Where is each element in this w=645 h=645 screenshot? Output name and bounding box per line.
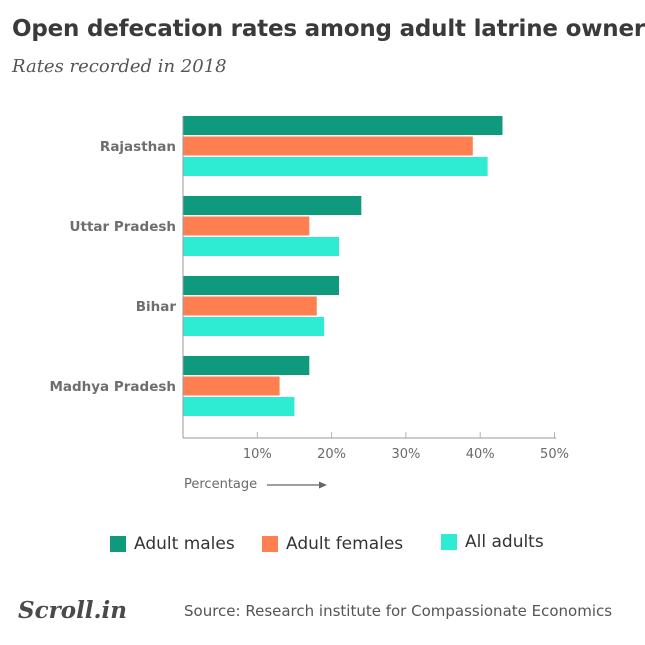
- category-label: Uttar Pradesh: [70, 219, 176, 235]
- x-tick-label: 50%: [540, 447, 569, 462]
- legend-label: All adults: [465, 532, 544, 552]
- bar-bihar-adult-males: [183, 276, 340, 295]
- bar-madhya-pradesh-adult-males: [183, 356, 310, 375]
- category-label: Madhya Pradesh: [49, 379, 176, 395]
- bar-rajasthan-adult-males: [183, 116, 503, 135]
- bar-rajasthan-adult-females: [183, 136, 473, 156]
- x-tick-label: 10%: [243, 447, 272, 462]
- chart-title: Open defecation rates among adult latrin…: [12, 16, 645, 42]
- category-labels: Rajasthan Uttar Pradesh Bihar Madhya Prades…: [49, 139, 176, 395]
- bar-bihar-all-adults: [183, 317, 325, 336]
- x-tick-label: 20%: [317, 447, 346, 462]
- x-axis-label: Percentage: [184, 477, 258, 492]
- legend: Adult males Adult females All adults: [0, 530, 645, 554]
- legend-swatch: [262, 536, 278, 552]
- bar-madhya-pradesh-all-adults: [183, 397, 295, 416]
- bar-madhya-pradesh-adult-females: [183, 376, 280, 396]
- x-tick-label: 30%: [391, 447, 420, 462]
- bars: [183, 116, 503, 416]
- arrow-right-icon: [267, 481, 328, 488]
- bar-uttar-pradesh-adult-females: [183, 216, 310, 236]
- x-axis-title: Percentage: [184, 477, 328, 492]
- scroll-logo: Scroll.in: [18, 597, 128, 624]
- legend-swatch: [441, 534, 457, 550]
- legend-label: Adult females: [286, 534, 404, 554]
- legend-swatch: [110, 536, 126, 552]
- bar-uttar-pradesh-all-adults: [183, 237, 340, 256]
- bar-rajasthan-all-adults: [183, 157, 488, 176]
- legend-item-adult-males: Adult males: [110, 534, 235, 554]
- legend-label: Adult males: [134, 534, 235, 554]
- legend-item-adult-females: Adult females: [262, 534, 403, 554]
- chart-subtitle: Rates recorded in 2018: [12, 56, 227, 77]
- gridlines: [256, 432, 555, 438]
- category-label: Bihar: [136, 299, 177, 315]
- x-tick-label: 40%: [466, 447, 495, 462]
- bar-bihar-adult-females: [183, 296, 317, 316]
- tick-labels: 10% 20% 30% 40% 50%: [243, 447, 569, 462]
- source-note: Source: Research institute for Compassio…: [184, 602, 613, 620]
- category-label: Rajasthan: [100, 139, 176, 155]
- legend-item-all-adults: All adults: [441, 532, 544, 552]
- bar-chart: Rajasthan Uttar Pradesh Bihar Madhya Prades…: [49, 116, 569, 462]
- bar-uttar-pradesh-adult-males: [183, 196, 362, 215]
